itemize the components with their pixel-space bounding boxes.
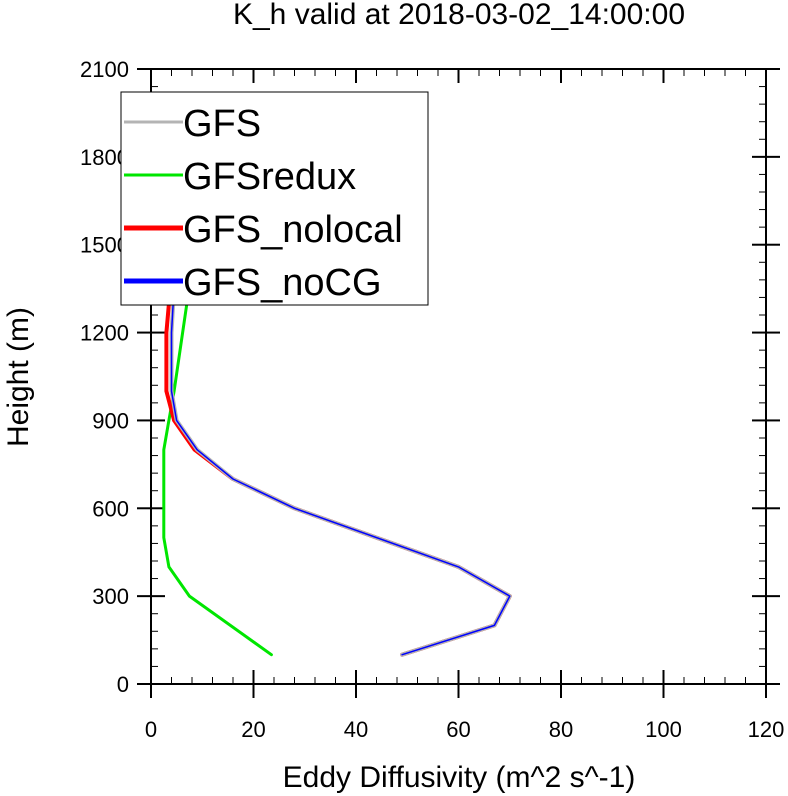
y-tick-label: 2100 [80,57,129,82]
legend: GFS GFSredux GFS_nolocal GFS_noCG [120,91,429,306]
legend-box [120,91,429,306]
x-axis-title: Eddy Diffusivity (m^2 s^-1) [283,761,636,794]
y-tick-label: 1200 [80,321,129,346]
x-tick-label: 40 [344,717,368,742]
x-tick-label: 20 [241,717,265,742]
x-tick-label: 100 [645,717,682,742]
x-tick-label: 0 [145,717,157,742]
legend-label: GFS_nolocal [183,209,403,251]
x-tick-label: 60 [446,717,470,742]
chart-title: K_h valid at 2018-03-02_14:00:00 [233,0,685,31]
x-axis: 0 20 40 60 80 100 120 [145,69,784,742]
y-axis-title: Height (m) [2,307,35,447]
y-tick-label: 900 [92,408,129,433]
legend-label: GFS [183,103,261,145]
y-tick-label: 600 [92,496,129,521]
x-tick-label: 80 [549,717,573,742]
legend-label: GFSredux [183,156,356,198]
y-tick-label: 0 [117,672,129,697]
x-tick-label: 120 [748,717,785,742]
legend-label: GFS_noCG [183,262,382,304]
y-tick-label: 300 [92,584,129,609]
